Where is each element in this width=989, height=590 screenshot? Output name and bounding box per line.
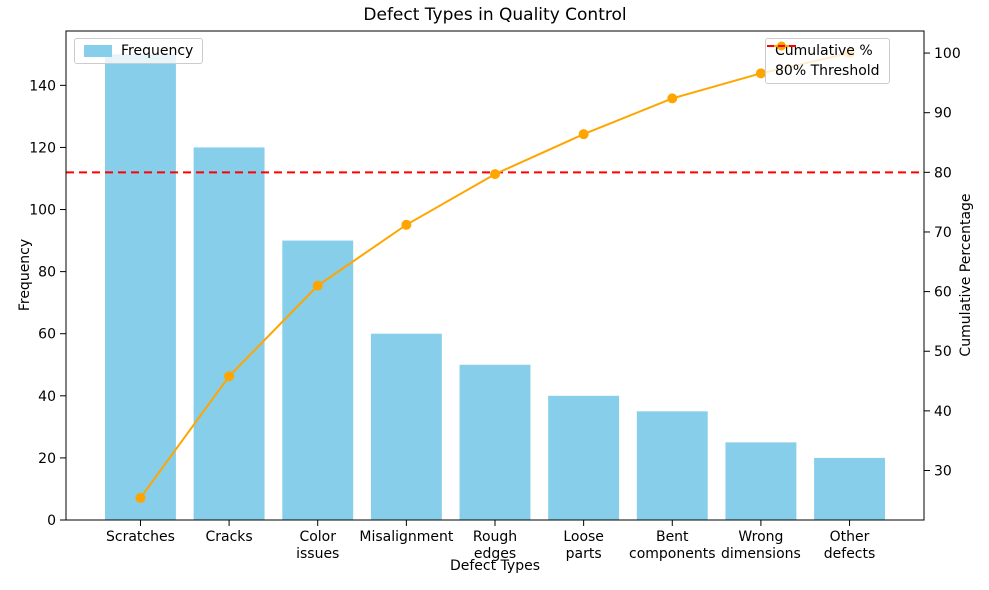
x-tick-label: Other: [830, 529, 870, 545]
right-tick-label: 90: [934, 106, 952, 122]
legend-threshold-label: 80% Threshold: [775, 63, 880, 79]
x-tick-label: Rough: [473, 529, 517, 545]
legend-cumulative-label: Cumulative %: [775, 43, 873, 59]
frequency-bar: [636, 411, 708, 520]
right-tick-label: 80: [934, 165, 952, 181]
left-y-axis-label: Frequency: [17, 238, 33, 312]
legend-row-threshold: 80% Threshold: [767, 45, 880, 79]
x-tick-label: defects: [824, 546, 876, 562]
x-tick-label: dimensions: [721, 546, 801, 562]
x-tick-label: issues: [296, 546, 339, 562]
cumulative-marker: [312, 280, 323, 291]
left-tick-label: 120: [29, 140, 56, 156]
legend-row-frequency: Frequency: [84, 43, 193, 59]
frequency-bar: [725, 442, 797, 520]
x-axis-label: Defect Types: [449, 558, 541, 574]
legend-frequency-label: Frequency: [121, 43, 194, 59]
frequency-bar: [105, 54, 176, 521]
left-tick-label: 100: [29, 203, 56, 219]
left-tick-label: 20: [38, 451, 56, 467]
frequency-swatch-icon: [84, 45, 112, 57]
cumulative-marker: [578, 129, 589, 140]
x-tick-label: edges: [474, 546, 516, 562]
left-tick-label: 40: [38, 389, 56, 405]
left-tick-label: 60: [38, 327, 56, 343]
frequency-bar: [370, 333, 442, 520]
cumulative-marker: [401, 219, 412, 230]
left-tick-label: 80: [38, 265, 56, 281]
cumulative-marker: [224, 371, 235, 382]
right-tick-label: 60: [934, 285, 952, 301]
legend-frequency: Frequency: [74, 38, 204, 64]
x-tick-label: Bent: [656, 529, 689, 545]
right-tick-label: 30: [934, 464, 952, 480]
legend-cumulative: Cumulative % 80% Threshold: [765, 38, 890, 84]
x-tick-label: Color: [299, 529, 336, 545]
right-tick-label: 50: [934, 344, 952, 360]
chart-title: Defect Types in Quality Control: [363, 5, 627, 25]
right-tick-label: 70: [934, 225, 952, 241]
cumulative-marker: [667, 93, 678, 104]
right-y-axis-label: Cumulative Percentage: [958, 193, 974, 357]
frequency-bar: [814, 457, 885, 520]
frequency-bar: [548, 395, 620, 520]
x-tick-label: Scratches: [106, 529, 175, 545]
x-tick-label: components: [629, 546, 716, 562]
threshold-line-icon: [767, 45, 796, 47]
right-tick-label: 100: [934, 46, 961, 62]
left-tick-label: 0: [47, 513, 56, 529]
x-tick-label: Loose: [563, 529, 604, 545]
cumulative-marker: [490, 169, 500, 180]
x-tick-label: parts: [566, 546, 602, 562]
x-tick-label: Misalignment: [359, 529, 454, 545]
right-tick-label: 40: [934, 404, 952, 420]
cumulative-marker: [755, 68, 766, 79]
frequency-bar: [459, 364, 531, 520]
x-tick-label: Wrong: [738, 529, 783, 545]
frequency-bar: [193, 147, 265, 520]
x-tick-label: Cracks: [205, 529, 252, 545]
cumulative-marker: [135, 492, 146, 503]
left-tick-label: 140: [29, 78, 56, 94]
